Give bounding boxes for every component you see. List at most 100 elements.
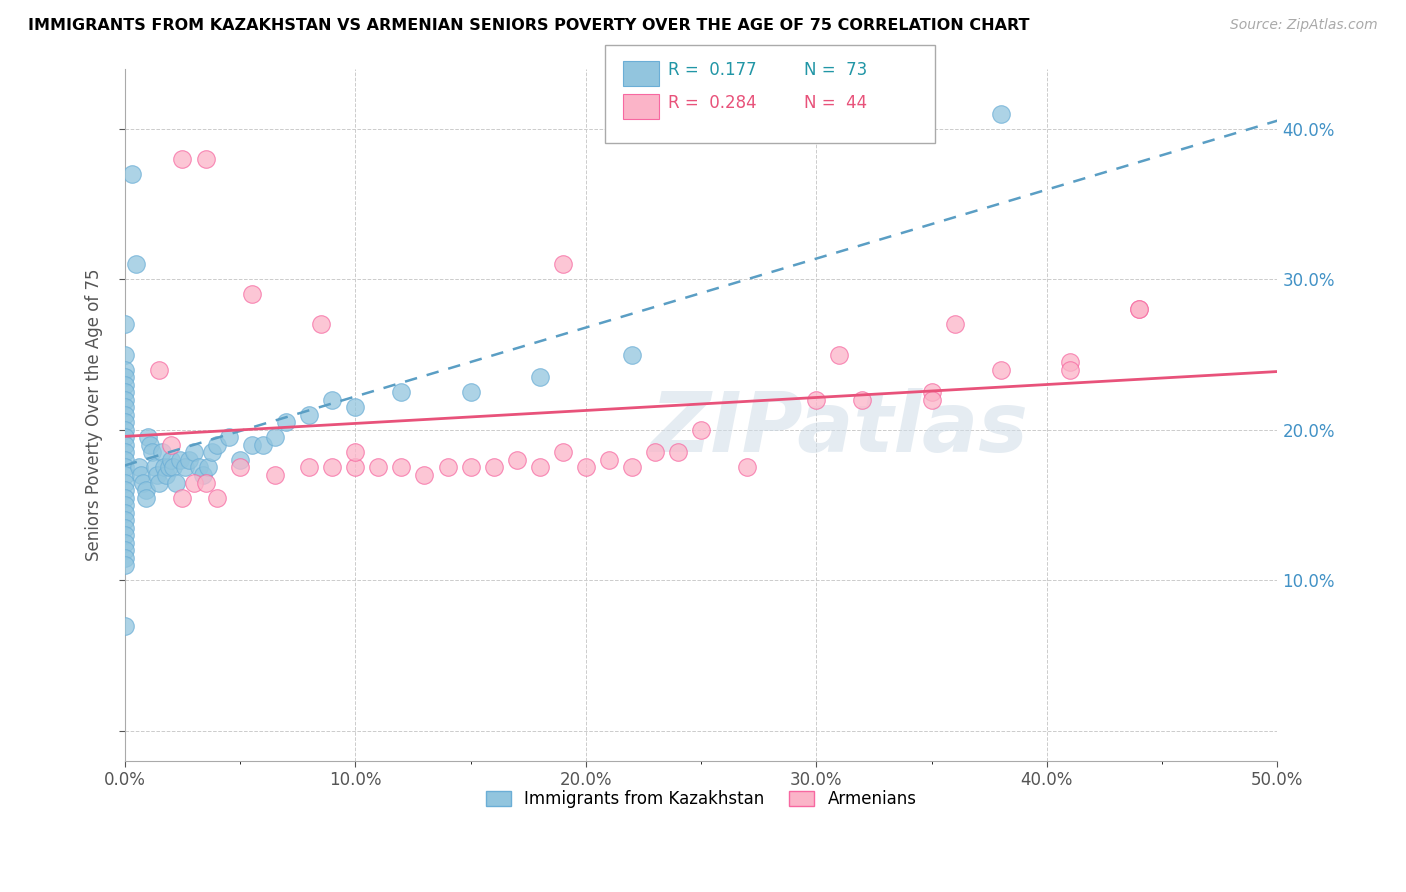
Point [851, 392, 873, 407]
Point [551, 257, 574, 271]
Point [172, 152, 194, 166]
Point [148, 362, 170, 376]
Point [575, 460, 598, 475]
Point [921, 385, 943, 400]
Point [201, 445, 224, 459]
Point [141, 445, 163, 459]
Point [240, 287, 263, 301]
Point [114, 483, 136, 497]
Point [229, 460, 252, 475]
Point [183, 445, 205, 459]
Point [179, 453, 201, 467]
Point [114, 430, 136, 444]
Point [114, 453, 136, 467]
Text: R =  0.177: R = 0.177 [668, 61, 756, 78]
Point [114, 362, 136, 376]
Point [114, 543, 136, 558]
Point [344, 401, 367, 415]
Point [309, 318, 332, 332]
Point [921, 392, 943, 407]
Point [690, 423, 713, 437]
Point [136, 430, 159, 444]
Point [990, 106, 1012, 120]
Point [165, 475, 187, 490]
Text: R =  0.284: R = 0.284 [668, 94, 756, 112]
Point [157, 460, 180, 475]
Point [114, 491, 136, 505]
Point [114, 558, 136, 573]
Point [460, 460, 482, 475]
Point [666, 445, 689, 459]
Point [644, 445, 666, 459]
Text: IMMIGRANTS FROM KAZAKHSTAN VS ARMENIAN SENIORS POVERTY OVER THE AGE OF 75 CORREL: IMMIGRANTS FROM KAZAKHSTAN VS ARMENIAN S… [28, 18, 1029, 33]
Point [114, 385, 136, 400]
Point [160, 438, 183, 452]
Point [153, 460, 176, 475]
Point [828, 348, 851, 362]
Point [183, 475, 205, 490]
Point [160, 453, 183, 467]
Point [114, 498, 136, 512]
Point [114, 377, 136, 392]
Point [150, 445, 173, 459]
Point [114, 415, 136, 429]
Text: ZIPatlas: ZIPatlas [651, 388, 1028, 469]
Point [173, 460, 195, 475]
Point [1059, 362, 1081, 376]
Point [114, 370, 136, 384]
Point [143, 460, 166, 475]
Point [436, 460, 458, 475]
Point [1059, 355, 1081, 369]
Point [298, 460, 321, 475]
Point [1128, 302, 1150, 317]
Point [114, 445, 136, 459]
Point [529, 370, 551, 384]
Point [229, 453, 252, 467]
Point [114, 392, 136, 407]
Point [114, 513, 136, 527]
Point [263, 430, 285, 444]
Y-axis label: Seniors Poverty Over the Age of 75: Seniors Poverty Over the Age of 75 [86, 268, 103, 561]
Point [169, 453, 191, 467]
Point [114, 528, 136, 542]
Point [114, 550, 136, 565]
Point [114, 408, 136, 422]
Point [321, 392, 343, 407]
Point [806, 392, 828, 407]
Text: N =  73: N = 73 [804, 61, 868, 78]
Point [620, 460, 643, 475]
Point [391, 460, 413, 475]
Point [187, 460, 209, 475]
Point [135, 491, 157, 505]
Point [114, 348, 136, 362]
Point [321, 460, 343, 475]
Point [128, 460, 150, 475]
Point [139, 438, 162, 452]
Point [114, 521, 136, 535]
Point [551, 445, 574, 459]
Point [193, 468, 215, 483]
Point [121, 167, 143, 181]
Legend: Immigrants from Kazakhstan, Armenians: Immigrants from Kazakhstan, Armenians [479, 784, 924, 815]
Point [114, 535, 136, 549]
Point [391, 385, 413, 400]
Point [344, 460, 367, 475]
Point [197, 460, 219, 475]
Point [367, 460, 389, 475]
Point [125, 257, 148, 271]
Point [194, 152, 217, 166]
Point [114, 318, 136, 332]
Point [114, 506, 136, 520]
Point [114, 401, 136, 415]
Point [146, 468, 169, 483]
Point [135, 483, 157, 497]
Point [162, 460, 184, 475]
Point [205, 438, 228, 452]
Text: N =  44: N = 44 [804, 94, 868, 112]
Point [114, 438, 136, 452]
Point [114, 475, 136, 490]
Point [218, 430, 240, 444]
Point [413, 468, 436, 483]
Point [129, 468, 152, 483]
Point [620, 348, 643, 362]
